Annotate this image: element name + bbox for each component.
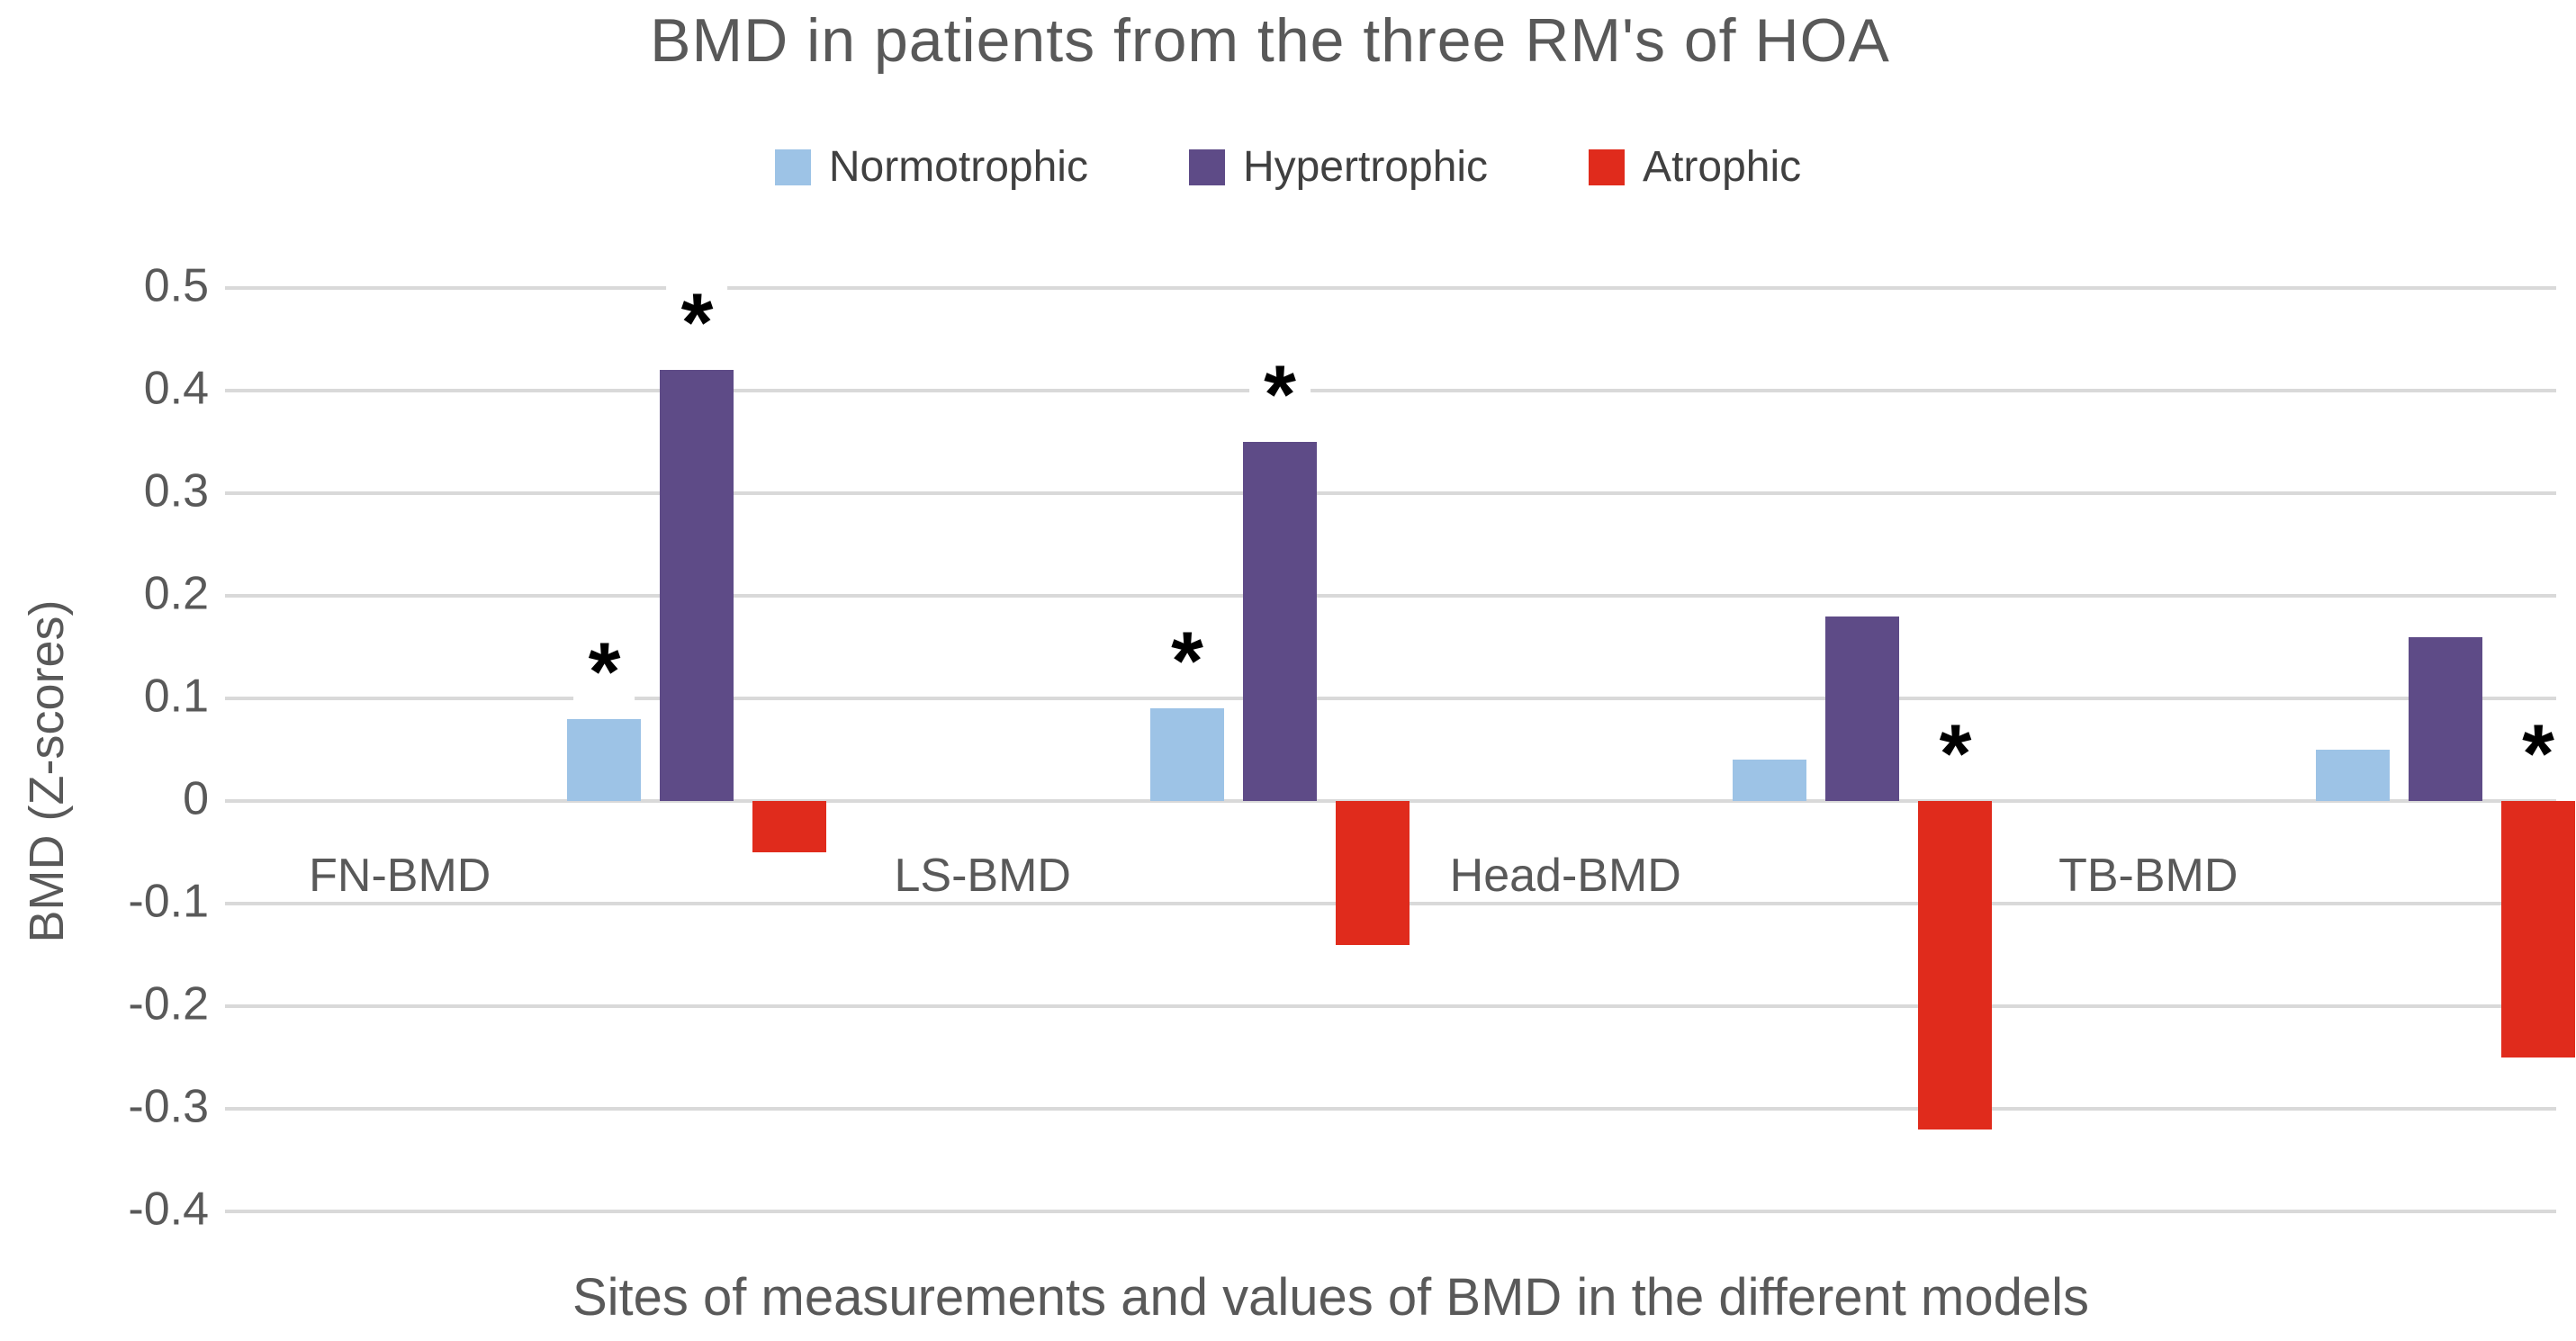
category-label-head-bmd: Head-BMD xyxy=(1449,850,1681,902)
legend: Normotrophic Hypertrophic Atrophic xyxy=(0,142,2576,192)
y-tick-label: 0 xyxy=(183,772,209,825)
legend-swatch-hypertrophic xyxy=(1188,148,1225,185)
gridline-y--0.4 xyxy=(225,1210,2556,1213)
significance-marker-atrophic-tb-bmd: * xyxy=(2508,713,2569,796)
y-tick-label: -0.4 xyxy=(128,1183,209,1236)
y-tick-label: 0.1 xyxy=(143,670,209,723)
significance-marker-atrophic-head-bmd: * xyxy=(1924,713,1986,796)
legend-swatch-normotrophic xyxy=(774,148,811,185)
gridline-y--0.3 xyxy=(225,1107,2556,1111)
legend-item-hypertrophic: Hypertrophic xyxy=(1188,142,1489,192)
legend-label: Hypertrophic xyxy=(1242,143,1489,191)
gridline-y-0.3 xyxy=(225,491,2556,495)
y-tick-label: 0.3 xyxy=(143,464,209,518)
category-label-fn-bmd: FN-BMD xyxy=(309,850,491,902)
chart-title: BMD in patients from the three RM's of H… xyxy=(650,6,1890,75)
category-label-ls-bmd: LS-BMD xyxy=(894,850,1071,902)
y-tick-label: 0.5 xyxy=(143,259,209,312)
x-axis-title: Sites of measurements and values of BMD … xyxy=(572,1268,2089,1327)
significance-marker-normotrophic-fn-bmd: * xyxy=(573,631,635,714)
y-tick-label: 0.4 xyxy=(143,362,209,415)
bar-normotrophic-head-bmd xyxy=(1733,760,1807,801)
significance-marker-hypertrophic-ls-bmd: * xyxy=(1249,354,1311,436)
y-axis-title: BMD (Z-scores) xyxy=(20,599,74,943)
gridline-y-0.2 xyxy=(225,594,2556,598)
gridline-y-0.5 xyxy=(225,286,2556,290)
bar-hypertrophic-ls-bmd xyxy=(1242,442,1317,801)
bar-normotrophic-tb-bmd xyxy=(2315,750,2390,801)
y-tick-label: -0.1 xyxy=(128,875,209,928)
legend-item-normotrophic: Normotrophic xyxy=(774,142,1088,192)
legend-swatch-atrophic xyxy=(1589,148,1626,185)
bar-normotrophic-ls-bmd xyxy=(1149,708,1224,801)
legend-label: Normotrophic xyxy=(828,143,1088,191)
y-tick-label: -0.3 xyxy=(128,1080,209,1133)
y-tick-label: -0.2 xyxy=(128,977,209,1030)
bar-atrophic-ls-bmd xyxy=(1335,801,1410,945)
bar-hypertrophic-fn-bmd xyxy=(660,370,734,801)
legend-item-atrophic: Atrophic xyxy=(1589,142,1801,192)
bar-normotrophic-fn-bmd xyxy=(567,718,642,801)
bar-atrophic-head-bmd xyxy=(1918,801,1993,1130)
gridline-y--0.2 xyxy=(225,1004,2556,1008)
legend-label: Atrophic xyxy=(1643,143,1802,191)
y-tick-label: 0.2 xyxy=(143,567,209,620)
gridline-y-0.4 xyxy=(225,389,2556,392)
significance-marker-hypertrophic-fn-bmd: * xyxy=(666,282,728,364)
bar-hypertrophic-tb-bmd xyxy=(2408,636,2482,801)
bar-atrophic-fn-bmd xyxy=(752,801,827,852)
bar-hypertrophic-head-bmd xyxy=(1825,616,1900,801)
significance-marker-normotrophic-ls-bmd: * xyxy=(1157,620,1218,703)
category-label-tb-bmd: TB-BMD xyxy=(2058,850,2238,902)
gridline-y-0.1 xyxy=(225,697,2556,700)
bar-atrophic-tb-bmd xyxy=(2500,801,2575,1058)
